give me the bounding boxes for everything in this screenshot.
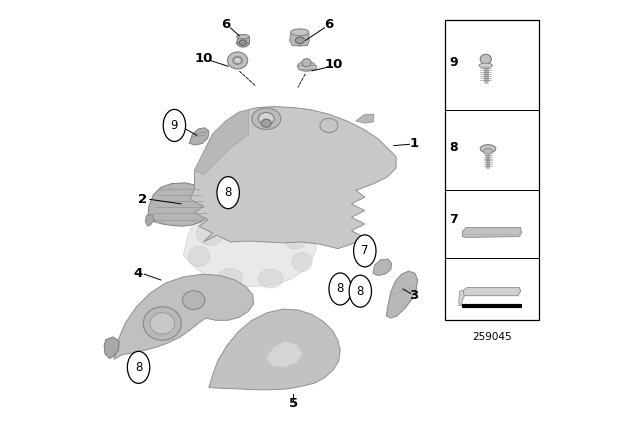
Text: 8: 8	[225, 186, 232, 199]
Text: 8: 8	[449, 141, 458, 155]
Text: 1: 1	[410, 137, 419, 150]
Ellipse shape	[234, 57, 242, 64]
Polygon shape	[463, 288, 521, 296]
Text: 8: 8	[337, 282, 344, 296]
Ellipse shape	[217, 177, 239, 209]
Ellipse shape	[479, 63, 493, 68]
Polygon shape	[190, 107, 396, 249]
Polygon shape	[387, 271, 418, 318]
Ellipse shape	[259, 112, 274, 125]
Text: 8: 8	[356, 284, 364, 298]
Polygon shape	[298, 65, 316, 69]
Ellipse shape	[298, 61, 316, 71]
Ellipse shape	[227, 207, 252, 228]
Text: 9: 9	[171, 119, 178, 132]
Ellipse shape	[233, 56, 243, 65]
Ellipse shape	[484, 148, 493, 155]
Text: 5: 5	[289, 396, 298, 410]
Polygon shape	[184, 198, 316, 287]
Ellipse shape	[292, 253, 312, 271]
Ellipse shape	[291, 29, 309, 36]
Text: 259045: 259045	[472, 332, 511, 341]
Ellipse shape	[354, 235, 376, 267]
Text: 7: 7	[361, 244, 369, 258]
Polygon shape	[195, 110, 248, 175]
Polygon shape	[266, 341, 303, 367]
Ellipse shape	[349, 275, 371, 307]
Ellipse shape	[256, 210, 285, 234]
Polygon shape	[459, 290, 464, 306]
Polygon shape	[237, 37, 249, 43]
Ellipse shape	[143, 306, 181, 340]
Text: 4: 4	[134, 267, 143, 280]
Ellipse shape	[237, 34, 249, 39]
Text: 9: 9	[449, 56, 458, 69]
Polygon shape	[209, 309, 340, 390]
Text: 2: 2	[138, 193, 148, 206]
Polygon shape	[114, 274, 253, 359]
Ellipse shape	[480, 145, 496, 153]
Ellipse shape	[480, 54, 492, 64]
Text: 8: 8	[135, 361, 142, 374]
Ellipse shape	[237, 38, 249, 47]
Ellipse shape	[127, 351, 150, 383]
Polygon shape	[145, 214, 154, 226]
Ellipse shape	[227, 52, 248, 69]
Polygon shape	[463, 228, 522, 237]
Text: 6: 6	[324, 18, 333, 31]
Ellipse shape	[302, 59, 311, 67]
Ellipse shape	[196, 221, 224, 246]
Text: 3: 3	[410, 289, 419, 302]
Polygon shape	[104, 337, 119, 358]
Text: 6: 6	[221, 18, 230, 31]
Polygon shape	[289, 32, 309, 46]
Ellipse shape	[284, 228, 307, 249]
Polygon shape	[148, 183, 212, 226]
Ellipse shape	[296, 37, 305, 44]
Bar	[445, 20, 539, 320]
Text: 10: 10	[324, 58, 342, 72]
Ellipse shape	[261, 119, 271, 127]
Ellipse shape	[292, 35, 308, 46]
Ellipse shape	[320, 118, 338, 133]
Ellipse shape	[218, 268, 243, 287]
Ellipse shape	[188, 246, 210, 266]
Ellipse shape	[163, 109, 186, 142]
Polygon shape	[189, 128, 209, 145]
Ellipse shape	[259, 269, 283, 288]
Polygon shape	[356, 114, 374, 123]
Ellipse shape	[239, 40, 246, 45]
Text: 7: 7	[449, 213, 458, 226]
Ellipse shape	[182, 291, 205, 310]
Text: 10: 10	[195, 52, 212, 65]
Polygon shape	[373, 259, 392, 276]
Ellipse shape	[252, 108, 281, 129]
Ellipse shape	[329, 273, 351, 305]
Ellipse shape	[150, 313, 175, 334]
